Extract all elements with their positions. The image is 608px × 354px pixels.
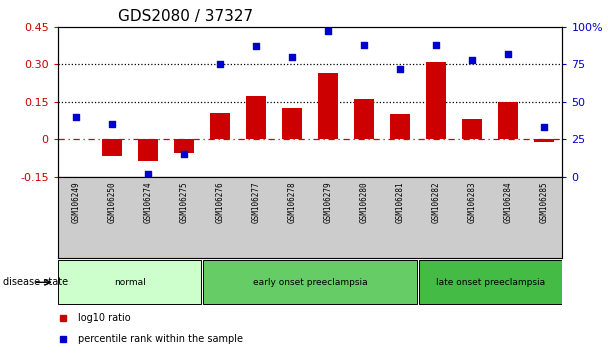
Bar <box>354 99 374 139</box>
Text: GSM106279: GSM106279 <box>323 181 333 223</box>
Bar <box>499 102 518 139</box>
Text: GSM106276: GSM106276 <box>215 181 224 223</box>
Point <box>468 57 477 62</box>
Point <box>395 66 405 72</box>
Text: GSM106250: GSM106250 <box>108 181 116 223</box>
Point <box>215 61 225 67</box>
Bar <box>426 62 446 139</box>
Point <box>107 121 117 127</box>
Text: normal: normal <box>114 278 146 287</box>
Point <box>323 28 333 34</box>
Bar <box>462 119 482 139</box>
Bar <box>210 113 230 139</box>
Bar <box>282 108 302 139</box>
Bar <box>102 139 122 156</box>
Text: early onset preeclampsia: early onset preeclampsia <box>253 278 367 287</box>
Bar <box>534 139 554 142</box>
Text: late onset preeclampsia: late onset preeclampsia <box>436 278 545 287</box>
Text: GDS2080 / 37327: GDS2080 / 37327 <box>119 9 254 24</box>
Text: GSM106274: GSM106274 <box>143 181 153 223</box>
Text: GSM106285: GSM106285 <box>540 181 549 223</box>
FancyBboxPatch shape <box>419 260 562 304</box>
Bar <box>174 139 194 153</box>
Text: GSM106280: GSM106280 <box>360 181 368 223</box>
FancyBboxPatch shape <box>58 260 201 304</box>
Point <box>539 125 549 130</box>
Text: GSM106277: GSM106277 <box>252 181 260 223</box>
Point <box>431 42 441 47</box>
Point <box>143 171 153 177</box>
Point <box>287 54 297 59</box>
Text: GSM106278: GSM106278 <box>288 181 297 223</box>
Text: GSM106284: GSM106284 <box>504 181 513 223</box>
Point <box>179 152 188 157</box>
Bar <box>318 73 338 139</box>
Text: GSM106283: GSM106283 <box>468 181 477 223</box>
Text: log10 ratio: log10 ratio <box>78 313 131 323</box>
FancyBboxPatch shape <box>202 260 418 304</box>
Point <box>71 114 81 120</box>
Text: GSM106275: GSM106275 <box>179 181 188 223</box>
Text: GSM106249: GSM106249 <box>71 181 80 223</box>
Bar <box>138 139 158 161</box>
Bar <box>246 96 266 139</box>
Text: percentile rank within the sample: percentile rank within the sample <box>78 334 243 344</box>
Point <box>251 43 261 49</box>
Point <box>503 51 513 56</box>
Bar <box>390 114 410 139</box>
Text: disease state: disease state <box>3 277 68 287</box>
Text: GSM106281: GSM106281 <box>396 181 405 223</box>
Point <box>359 42 369 47</box>
Text: GSM106282: GSM106282 <box>432 181 441 223</box>
